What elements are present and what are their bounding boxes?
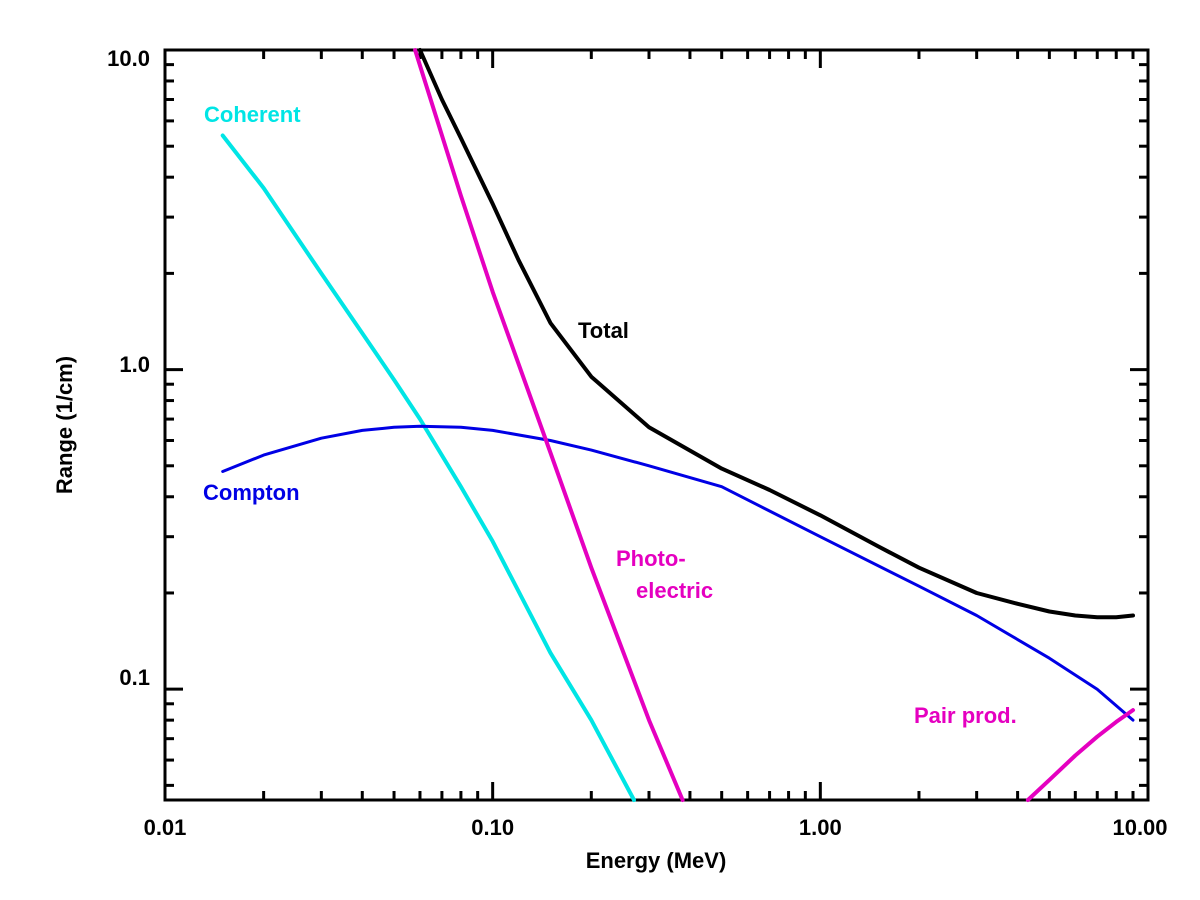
series-label-coherent: Coherent [204,102,301,127]
series-line-pair-prod [1025,708,1135,802]
series-line-photo-electric [413,48,685,802]
series-line-compton [221,424,1135,722]
y-tick-label: 10.0 [107,46,150,71]
series-label-photoelectric-1: Photo- [616,546,686,571]
y-tick-label: 1.0 [119,352,150,377]
series-label-photoelectric-2: electric [636,578,713,603]
x-tick-label: 1.00 [799,815,842,840]
series-label-compton: Compton [203,480,300,505]
y-axis-title: Range (1/cm) [52,356,77,494]
series-line-total [418,48,1135,620]
x-axis-title: Energy (MeV) [586,848,727,873]
plot-frame [163,48,1150,802]
y-tick-label: 0.1 [119,665,150,690]
series-label-total: Total [578,318,629,343]
x-tick-label: 0.10 [471,815,514,840]
x-tick-label: 10.00 [1112,815,1167,840]
series-label-pair-production: Pair prod. [914,703,1017,728]
x-tick-label: 0.01 [144,815,187,840]
series-lines [220,48,1135,802]
series-line-coherent [220,133,636,802]
